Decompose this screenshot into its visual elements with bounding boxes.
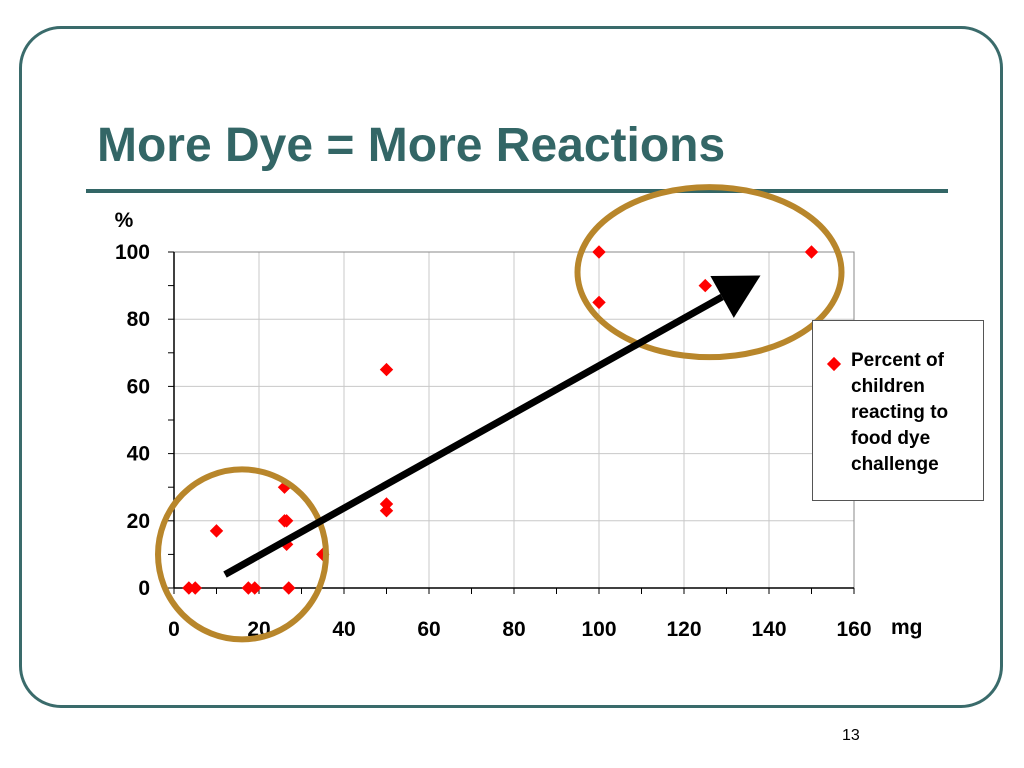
slide-frame [19, 26, 1003, 708]
data-point [248, 581, 262, 595]
data-point [592, 295, 606, 310]
x-tick-label: 0 [168, 618, 180, 641]
trend-arrow-head [710, 275, 761, 318]
x-tick-label: 140 [751, 618, 786, 641]
y-tick-label: 100 [115, 241, 150, 264]
legend-marker [826, 356, 842, 372]
title-rule [86, 189, 948, 193]
y-tick-label: 0 [138, 577, 150, 600]
y-axis-label: % [115, 209, 134, 232]
chart-legend: Percent of children reacting to food dye… [812, 320, 984, 501]
x-tick-label: 60 [417, 618, 440, 641]
data-point [804, 245, 819, 259]
data-point [188, 581, 202, 595]
high-dose-circle [574, 184, 845, 361]
page-number: 13 [842, 727, 860, 744]
x-tick-label: 80 [502, 618, 525, 641]
y-tick-label: 20 [127, 510, 150, 533]
data-point [379, 504, 394, 518]
data-point [592, 245, 606, 259]
data-point [209, 524, 224, 538]
x-tick-label: 120 [666, 618, 701, 641]
x-tick-label: 40 [332, 618, 355, 641]
y-tick-label: 40 [127, 443, 150, 466]
x-tick-label: 160 [836, 618, 871, 641]
x-tick-label: 100 [581, 618, 616, 641]
data-point [698, 278, 712, 293]
slide-title: More Dye = More Reactions [97, 119, 726, 172]
low-dose-circle [155, 466, 329, 643]
x-axis-label: mg [891, 616, 923, 639]
data-point [379, 362, 394, 377]
data-point [282, 581, 296, 595]
legend-series-label: Percent of children reacting to food dye… [851, 350, 949, 475]
trend-arrow-shaft [223, 293, 724, 578]
y-tick-label: 80 [127, 308, 150, 331]
data-point [279, 514, 294, 528]
y-tick-label: 60 [127, 375, 150, 398]
